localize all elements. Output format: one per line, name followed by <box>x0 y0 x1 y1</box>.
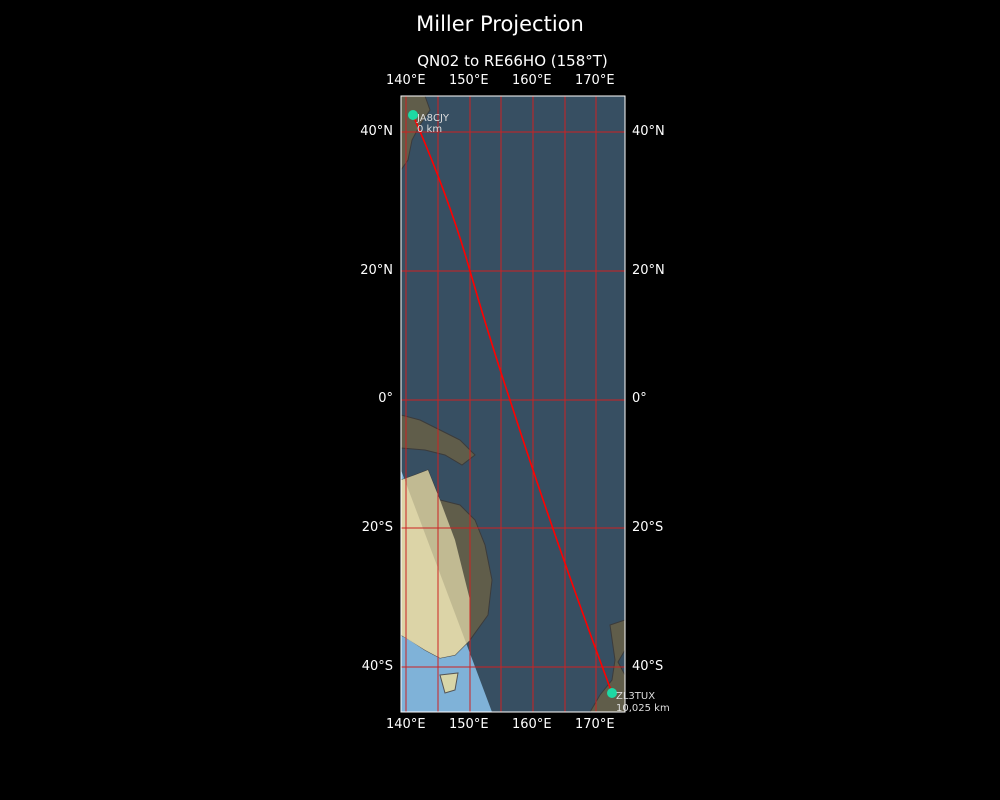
land-australia-day <box>401 470 470 658</box>
map-subtitle: QN02 to RE66HO (158°T) <box>417 52 608 70</box>
lon-tick-bottom: 140°E <box>386 717 426 732</box>
lat-tick-left: 40°N <box>360 124 393 139</box>
lon-tick-top: 140°E <box>386 73 426 88</box>
map-frame <box>400 95 626 713</box>
graticule <box>401 96 625 712</box>
map-title: Miller Projection <box>416 12 584 36</box>
land-tasmania <box>439 672 459 694</box>
lat-tick-left: 20°N <box>360 263 393 278</box>
lat-tick-right: 20°S <box>632 520 664 535</box>
land-new-zealand <box>589 619 625 712</box>
lon-tick-bottom: 150°E <box>449 717 489 732</box>
lat-tick-right: 40°N <box>632 124 665 139</box>
lon-tick-top: 170°E <box>575 73 615 88</box>
great-circle-path <box>412 114 613 694</box>
station-label: ZL3TUX <box>616 691 656 702</box>
lon-tick-top: 160°E <box>512 73 552 88</box>
lon-tick-bottom: 170°E <box>575 717 615 732</box>
lat-tick-left: 20°S <box>361 520 393 535</box>
lat-tick-right: 0° <box>632 391 647 406</box>
station-label: JA8CJY <box>417 113 450 124</box>
lon-tick-bottom: 160°E <box>512 717 552 732</box>
lat-tick-right: 20°N <box>632 263 665 278</box>
station-distance: 10,025 km <box>616 703 670 714</box>
lat-tick-left: 0° <box>378 391 393 406</box>
station-marker-end[interactable] <box>607 688 617 698</box>
lon-tick-top: 150°E <box>449 73 489 88</box>
station-marker-start[interactable] <box>408 110 418 120</box>
station-distance: 0 km <box>417 124 443 135</box>
lat-tick-left: 40°S <box>361 659 393 674</box>
night-region <box>401 96 625 712</box>
lat-tick-right: 40°S <box>632 659 664 674</box>
